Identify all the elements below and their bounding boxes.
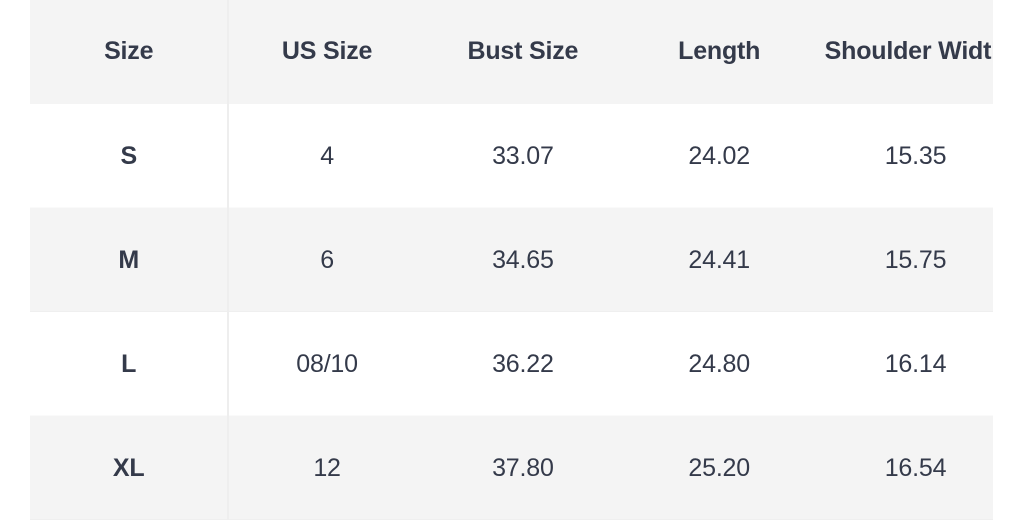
- cell-length: 24.41: [621, 208, 818, 312]
- cell-bust: 34.65: [424, 208, 622, 312]
- cell-length: 24.02: [621, 104, 818, 208]
- cell-us-size: 12: [228, 416, 425, 520]
- cell-size: S: [30, 104, 230, 208]
- column-header-shoulder-width[interactable]: Shoulder Width: [817, 0, 993, 104]
- table-row[interactable]: S 4 33.07 24.02 15.35: [30, 104, 993, 208]
- cell-length: 25.20: [621, 416, 818, 520]
- table-header: Size US Size Bust Size Length Shoulder W…: [30, 0, 993, 104]
- cell-shoulder: 16.54: [817, 416, 993, 520]
- column-header-us-size[interactable]: US Size: [228, 0, 425, 104]
- header-row: Size US Size Bust Size Length Shoulder W…: [30, 0, 993, 104]
- column-header-size[interactable]: Size: [30, 0, 230, 104]
- size-chart-container: Size US Size Bust Size Length Shoulder W…: [30, 0, 993, 528]
- table-body: S 4 33.07 24.02 15.35 M 6 34.65 24.41 15…: [30, 104, 993, 520]
- cell-us-size: 6: [228, 208, 425, 312]
- cell-length: 24.80: [621, 312, 818, 416]
- table-row[interactable]: L 08/10 36.22 24.80 16.14: [30, 312, 993, 416]
- column-header-bust-size[interactable]: Bust Size: [424, 0, 622, 104]
- cell-shoulder: 16.14: [817, 312, 993, 416]
- cell-bust: 37.80: [424, 416, 622, 520]
- cell-shoulder: 15.35: [817, 104, 993, 208]
- cell-size: XL: [30, 416, 230, 520]
- cell-bust: 36.22: [424, 312, 622, 416]
- cell-us-size: 08/10: [228, 312, 425, 416]
- cell-size: M: [30, 208, 230, 312]
- cell-shoulder: 15.75: [817, 208, 993, 312]
- size-chart-table: Size US Size Bust Size Length Shoulder W…: [30, 0, 993, 520]
- table-row[interactable]: XL 12 37.80 25.20 16.54: [30, 416, 993, 520]
- cell-bust: 33.07: [424, 104, 622, 208]
- cell-us-size: 4: [228, 104, 425, 208]
- size-chart-scroll-area[interactable]: Size US Size Bust Size Length Shoulder W…: [30, 0, 993, 520]
- table-row[interactable]: M 6 34.65 24.41 15.75: [30, 208, 993, 312]
- cell-size: L: [30, 312, 230, 416]
- column-header-length[interactable]: Length: [621, 0, 818, 104]
